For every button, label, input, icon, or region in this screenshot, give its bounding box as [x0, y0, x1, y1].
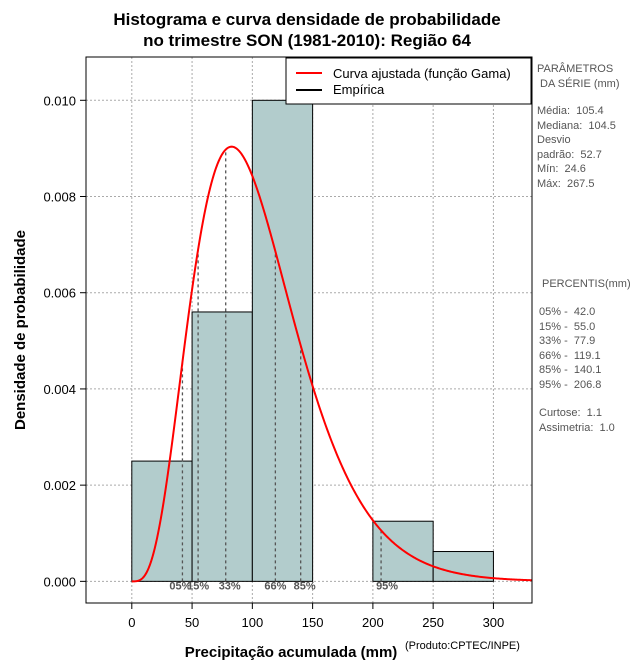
x-axis-title: Precipitação acumulada (mm): [185, 644, 398, 660]
y-axis-title: Densidade de probabilidade: [12, 230, 29, 430]
y-tick-label-3: 0.006: [43, 286, 76, 301]
histogram-bar-2: [251, 99, 314, 582]
y-axis-ticks: 0.000 0.002 0.004 0.006 0.008 0.010: [43, 93, 86, 589]
x-axis-ticks: 0 50 100 150 200 250 300: [128, 603, 504, 630]
legend-label-empirical: Empírica: [333, 82, 385, 97]
percentile-label-66%: 66%: [264, 580, 286, 592]
y-tick-label-1: 0.002: [43, 478, 76, 493]
legend-box: [285, 57, 532, 105]
legend-label-curve: Curva ajustada (função Gama): [333, 66, 511, 81]
y-tick-label-5: 0.010: [43, 93, 76, 108]
percentile-label-33%: 33%: [219, 580, 241, 592]
x-tick-label-4: 200: [362, 615, 384, 630]
x-tick-label-2: 100: [241, 615, 263, 630]
histogram-bars: [131, 99, 494, 582]
chart-title-line1: Histograma e curva densidade de probabil…: [113, 10, 500, 29]
params-header: PARÂMETROS DA SÉRIE (mm): [537, 63, 620, 90]
y-tick-label-0: 0.000: [43, 574, 76, 589]
percentile-lines: 05%15% 33% 66% 85% 95%: [169, 149, 398, 592]
x-tick-label-1: 50: [185, 615, 199, 630]
x-tick-label-6: 300: [483, 615, 505, 630]
x-tick-label-3: 150: [302, 615, 324, 630]
chart-title-line2: no trimestre SON (1981-2010): Região 64: [143, 31, 471, 50]
gamma-curve-line: [131, 145, 533, 583]
histogram-bar-1: [191, 311, 253, 582]
series-stats: Média: 105.4 Mediana: 104.5 Desvio padrã…: [537, 105, 616, 190]
shape-stats: Curtose: 1.1 Assimetria: 1.0: [539, 407, 615, 434]
y-tick-label-2: 0.004: [43, 382, 76, 397]
percentile-label-85%: 85%: [294, 580, 316, 592]
percentile-label-15%: 15%: [187, 580, 209, 592]
x-tick-label-5: 250: [422, 615, 444, 630]
x-tick-label-0: 0: [128, 615, 135, 630]
product-credit: (Produto:CPTEC/INPE): [405, 640, 520, 652]
gamma-curve: [131, 145, 533, 583]
percentile-label-05%: 05%: [169, 580, 191, 592]
percentile-values: 05% - 42.0 15% - 55.0 33% - 77.9 66% - 1…: [539, 306, 602, 391]
percentile-label-95%: 95%: [376, 580, 398, 592]
percentiles-header: PERCENTIS(mm): [542, 278, 631, 290]
plot-frame: [85, 56, 533, 604]
y-tick-label-4: 0.008: [43, 190, 76, 205]
legend: Curva ajustada (função Gama) Empírica: [285, 57, 532, 105]
